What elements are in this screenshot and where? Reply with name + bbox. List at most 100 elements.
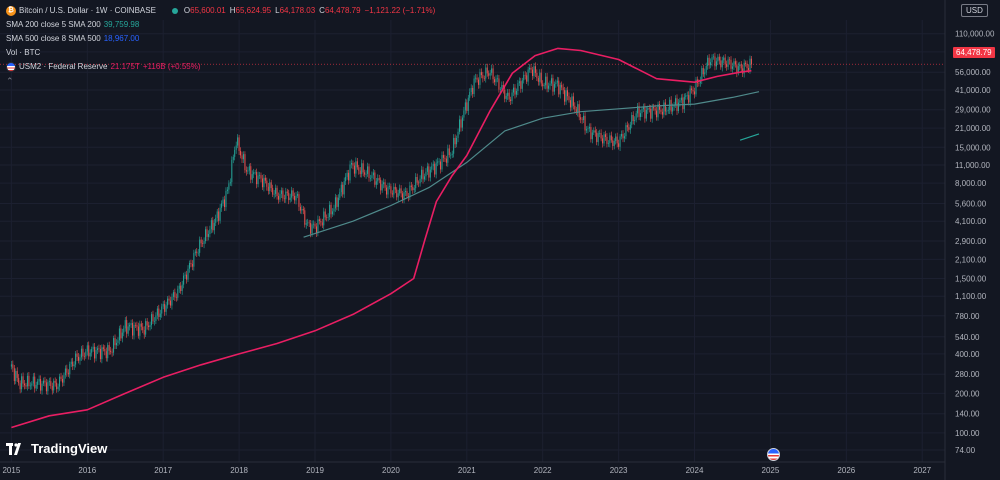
candle-body (746, 63, 748, 69)
candle-body (38, 379, 40, 382)
candle-body (748, 68, 750, 70)
y-tick-label: 2,100.00 (955, 255, 987, 264)
candle-body (473, 78, 475, 95)
candle-body (365, 173, 367, 175)
legend-collapse-row[interactable]: ⌃ (6, 74, 438, 88)
candle-body (28, 375, 30, 387)
candle-body (568, 96, 570, 101)
candle-body (291, 190, 293, 198)
candle-body (609, 135, 611, 144)
candle-body (705, 65, 707, 73)
candle-body (571, 96, 573, 108)
candle-body (259, 175, 261, 176)
candle-body (572, 96, 574, 106)
candle-body (308, 222, 310, 224)
time-axis[interactable]: 2015 2016 2017 2018 2019 2020 2021 2022 2023 2024… (2, 466, 931, 475)
candle-body (534, 66, 536, 73)
candle-body (98, 348, 100, 349)
candle-body (104, 348, 106, 352)
legend-sma500-row[interactable]: SMA 500 close 8 SMA 500 18,967.00 (6, 32, 438, 46)
chevron-up-icon[interactable]: ⌃ (6, 76, 14, 86)
candle-body (488, 73, 490, 76)
m2-label: USM2 · Federal Reserve (19, 62, 108, 71)
x-tick-label: 2020 (382, 466, 400, 475)
legend-main-row[interactable]: ₿ Bitcoin / U.S. Dollar · 1W · COINBASE … (6, 4, 438, 18)
candle-body (464, 102, 466, 111)
candle-body (586, 129, 588, 131)
price-axis[interactable]: 110,000.0080,000.0056,000.0041,000.0029,… (955, 30, 995, 455)
candle-body (686, 95, 688, 96)
candle-body (216, 211, 218, 218)
candle-body (660, 109, 662, 112)
candle-body (235, 145, 237, 150)
candle-body (510, 99, 512, 101)
y-tick-label: 100.00 (955, 429, 980, 438)
candle-body (677, 102, 679, 111)
candle-body (628, 127, 630, 130)
candle-body (292, 190, 294, 196)
candle-body (564, 90, 566, 102)
candle-body (672, 107, 674, 112)
candle-body (162, 304, 164, 307)
candle-body (640, 113, 642, 117)
candle-body (727, 59, 729, 67)
candle-body (540, 72, 542, 84)
candle-body (349, 164, 351, 181)
candle-body (348, 172, 350, 181)
candle-body (269, 182, 271, 191)
candle-body (174, 292, 176, 298)
candle-body (432, 163, 434, 167)
candle-body (209, 229, 211, 235)
candle-body (88, 345, 90, 357)
y-tick-label: 41,000.00 (955, 86, 991, 95)
legend-m2-row[interactable]: USM2 · Federal Reserve 21.175T +116B (+0… (6, 60, 438, 74)
candle-body (337, 197, 339, 207)
symbol-title[interactable]: Bitcoin / U.S. Dollar · 1W · COINBASE (19, 6, 156, 15)
tradingview-logo[interactable]: TradingView (6, 441, 107, 456)
candle-body (450, 154, 452, 156)
candle-body (641, 109, 643, 114)
candle-body (447, 148, 449, 163)
candle-body (70, 361, 72, 364)
candle-body (187, 268, 189, 280)
candle-body (326, 217, 328, 218)
y-tick-label: 11,000.00 (955, 161, 991, 170)
candle-body (685, 95, 687, 97)
candle-body (314, 223, 316, 227)
candle-body (272, 188, 274, 195)
candle-body (546, 76, 548, 89)
candle-body (352, 163, 354, 166)
candle-body (675, 98, 677, 105)
economic-event-flag-icon[interactable] (767, 448, 780, 461)
candle-body (32, 376, 34, 384)
candle-body (318, 219, 320, 222)
candle-body (149, 325, 151, 328)
candle-body (191, 263, 193, 267)
candle-body (631, 114, 633, 125)
candle-body (359, 170, 361, 175)
candle-body (451, 153, 453, 155)
candle-body (333, 208, 335, 212)
candle-body (200, 239, 202, 244)
candle-body (105, 351, 107, 359)
candle-body (517, 83, 519, 91)
candle-body (367, 166, 369, 174)
candle-body (247, 170, 249, 172)
candle-body (653, 106, 655, 109)
candle-body (429, 169, 431, 178)
x-tick-label: 2015 (2, 466, 20, 475)
candle-body (82, 348, 84, 357)
candle-body (599, 133, 601, 134)
currency-selector[interactable]: USD (961, 4, 988, 17)
legend-sma200-row[interactable]: SMA 200 close 5 SMA 200 39,759.98 (6, 18, 438, 32)
candle-body (743, 62, 745, 74)
candle-body (253, 172, 255, 175)
candle-body (435, 162, 437, 175)
candle-body (733, 61, 735, 67)
candle-body (288, 192, 290, 201)
sma200-label: SMA 200 close 5 SMA 200 (6, 20, 101, 29)
candle-body (130, 323, 132, 325)
legend-volume-row[interactable]: Vol · BTC (6, 46, 438, 60)
candle-body (296, 194, 298, 196)
